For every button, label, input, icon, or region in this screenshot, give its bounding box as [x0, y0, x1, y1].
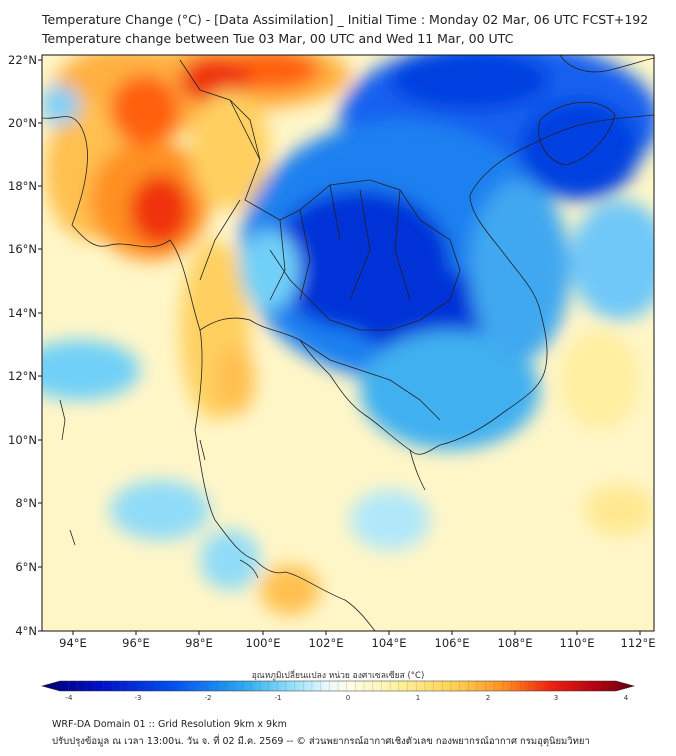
colorbar-tick: 0 — [346, 694, 350, 702]
colorbar-tick: -1 — [275, 694, 282, 702]
temperature-field — [42, 55, 654, 631]
lon-label: 98°E — [185, 636, 213, 650]
plot-frame — [41, 54, 655, 632]
lat-label: 20°N — [8, 116, 37, 130]
colorbar — [40, 680, 636, 692]
lon-label: 110°E — [560, 636, 595, 650]
lat-label: 18°N — [8, 179, 37, 193]
lon-label: 94°E — [59, 636, 87, 650]
lat-label: 8°N — [15, 496, 37, 510]
lat-label: 4°N — [15, 624, 37, 638]
lon-label: 112°E — [621, 636, 656, 650]
lat-label: 14°N — [8, 306, 37, 320]
map-title: Temperature Change (°C) - [Data Assimila… — [42, 12, 649, 27]
lon-label: 106°E — [435, 636, 470, 650]
lat-label: 6°N — [15, 560, 37, 574]
colorbar-tick: 2 — [486, 694, 490, 702]
lat-label: 10°N — [8, 433, 37, 447]
map-subtitle: Temperature change between Tue 03 Mar, 0… — [42, 31, 514, 46]
lon-label: 104°E — [372, 636, 407, 650]
lat-label: 12°N — [8, 369, 37, 383]
colorbar-tick: -2 — [205, 694, 212, 702]
colorbar-tick: 1 — [416, 694, 420, 702]
colorbar-tick: -4 — [66, 694, 74, 702]
lat-label: 16°N — [8, 242, 37, 256]
colorbar-caption: อุณหภูมิเปลี่ยนแปลง หน่วย องศาเซลเซียส (… — [251, 671, 425, 681]
lon-label: 96°E — [122, 636, 150, 650]
lon-label: 100°E — [246, 636, 281, 650]
axis-ticks — [38, 59, 641, 635]
colorbar-tick: 3 — [554, 694, 558, 702]
footer-model-info: WRF-DA Domain 01 :: Grid Resolution 9km … — [52, 719, 287, 730]
colorbar-tick: -3 — [135, 694, 142, 702]
lon-label: 108°E — [498, 636, 533, 650]
lon-label: 102°E — [309, 636, 344, 650]
footer-credit: ปรับปรุงข้อมูล ณ เวลา 13:00น. วัน จ. ที่… — [52, 736, 590, 747]
colorbar-tick: 4 — [624, 694, 629, 702]
lat-label: 22°N — [8, 53, 37, 67]
coastline-borders — [42, 55, 654, 631]
